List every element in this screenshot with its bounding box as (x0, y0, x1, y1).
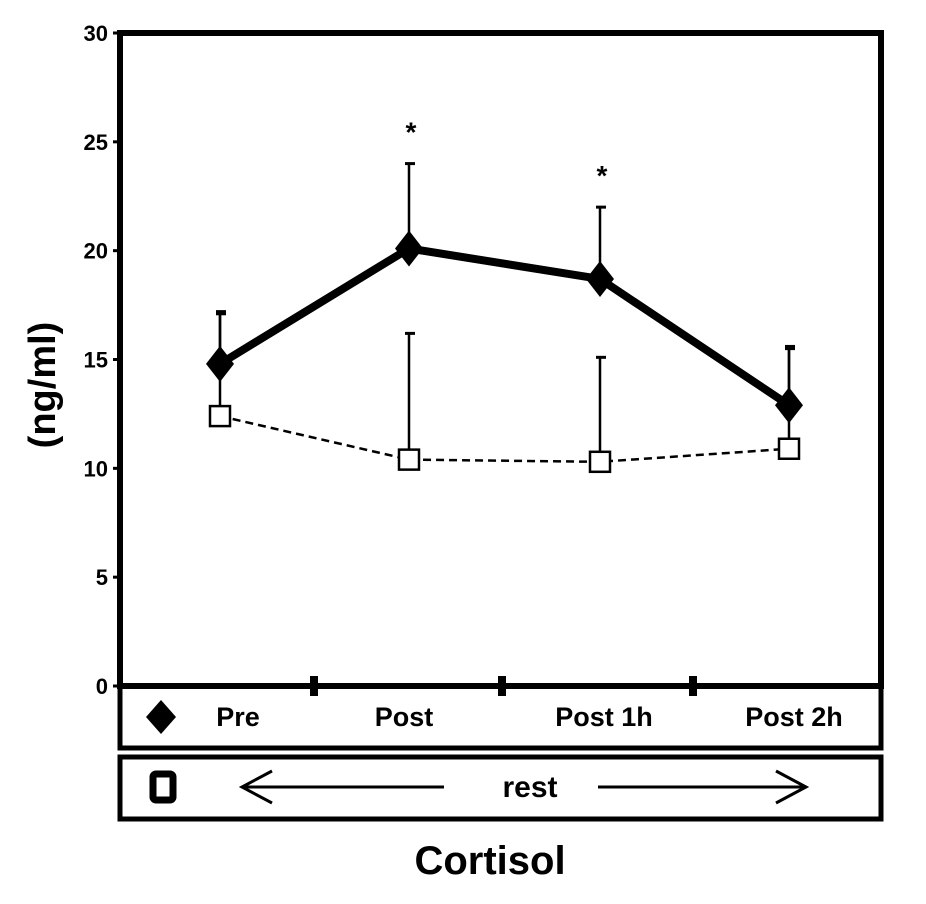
category-divider (310, 676, 318, 696)
category-dividers (310, 676, 697, 696)
y-tick-label: 20 (84, 239, 108, 264)
significance-star: * (597, 160, 608, 191)
significance-star: * (406, 117, 417, 148)
open-square-point (588, 450, 612, 474)
chart-title: Cortisol (414, 839, 565, 883)
filled-diamond-legend-icon (146, 700, 176, 734)
y-tick-label: 15 (84, 348, 108, 373)
significance-markers: ** (406, 117, 608, 192)
y-axis-label: (ng/ml) (22, 322, 64, 449)
y-axis: 0 5 10 15 20 25 30 (84, 21, 120, 699)
rest-label: rest (502, 771, 557, 804)
open-square-legend-icon (149, 770, 177, 804)
filled-diamond-point (586, 260, 614, 297)
category-divider (498, 676, 506, 696)
category-divider (689, 676, 697, 696)
y-tick-label: 5 (96, 565, 108, 590)
category-labels: Pre Post Post 1h Post 2h (216, 702, 843, 732)
open-square-point (777, 437, 801, 460)
category-label: Pre (216, 702, 260, 732)
right-arrow-icon (598, 769, 810, 805)
open-square-point (397, 448, 421, 471)
open-square-point (208, 404, 232, 428)
y-tick-label: 0 (96, 674, 108, 699)
series-exercise (206, 162, 803, 424)
solid-series-line (217, 244, 792, 409)
y-tick-label: 30 (84, 21, 108, 46)
series-rest (208, 310, 801, 474)
filled-diamond-point (395, 230, 423, 267)
y-tick-label: 10 (84, 456, 108, 481)
dashed-series-line (219, 414, 790, 464)
category-label: Post 2h (745, 702, 843, 732)
category-label: Post 1h (555, 702, 653, 732)
category-label: Post (375, 702, 434, 732)
filled-diamond-point (206, 345, 234, 382)
filled-diamond-point (775, 387, 803, 424)
rest-box (117, 754, 884, 822)
left-arrow-icon (238, 769, 444, 805)
y-tick-label: 25 (84, 130, 108, 155)
